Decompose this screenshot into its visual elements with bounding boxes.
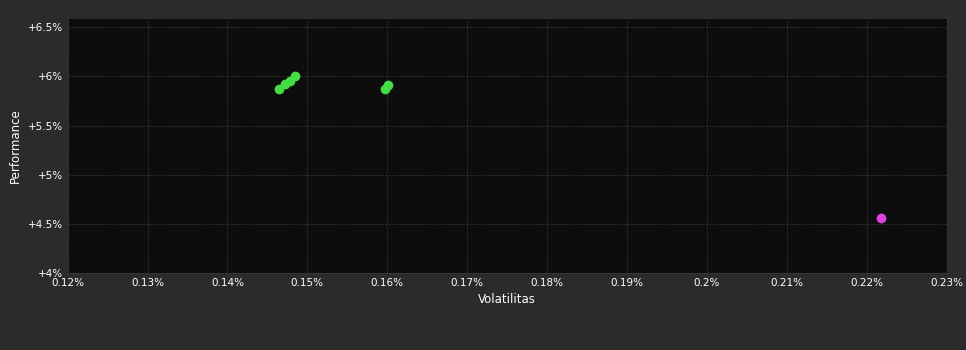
Point <box>282 78 298 84</box>
Y-axis label: Performance: Performance <box>9 108 22 183</box>
Point <box>873 216 889 221</box>
X-axis label: Volatilitas: Volatilitas <box>478 293 536 306</box>
Point <box>271 86 287 92</box>
Point <box>377 86 392 92</box>
Point <box>381 82 396 87</box>
Point <box>288 73 303 78</box>
Point <box>277 82 293 87</box>
